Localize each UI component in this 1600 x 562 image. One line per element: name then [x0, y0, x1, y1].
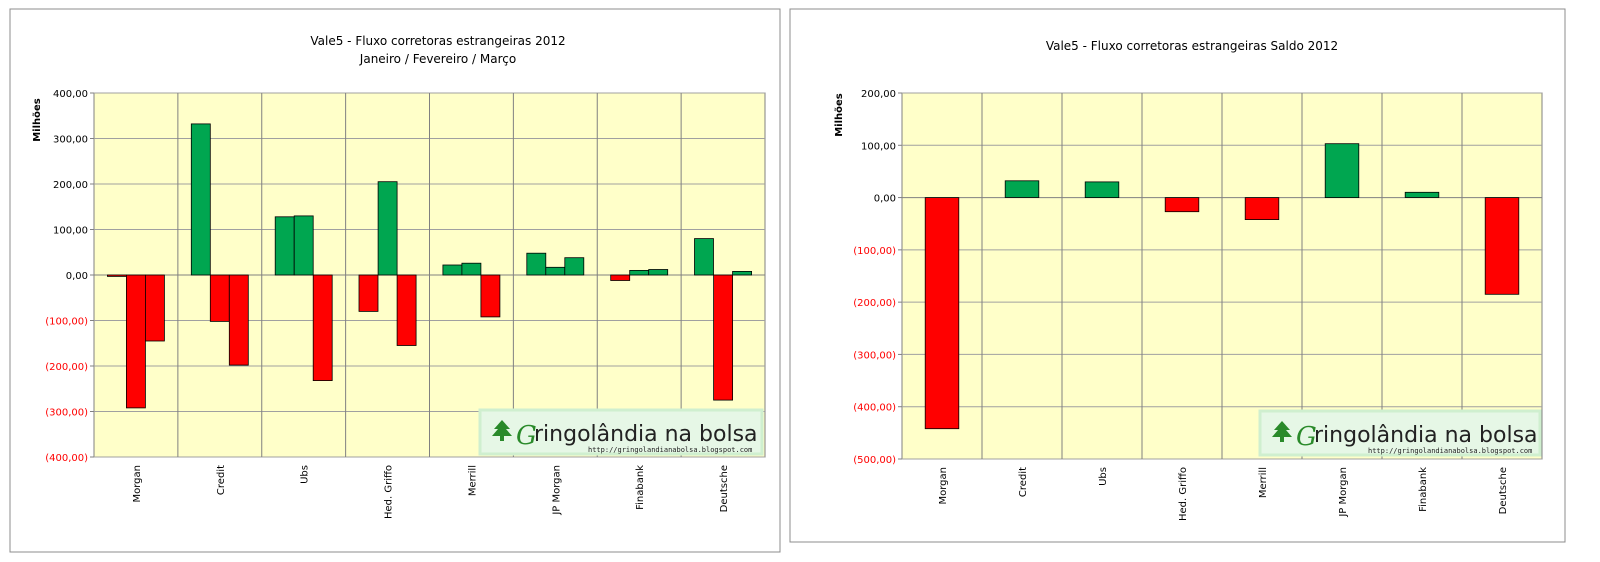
chart-2: Vale5 - Fluxo corretoras estrangeiras Sa… — [789, 8, 1566, 543]
chart-2-ylabel: Milhões — [834, 93, 845, 137]
chart-1-ytick-label: 300,00 — [53, 135, 88, 146]
watermark-1-url: http://gringolandianabolsa.blogspot.com — [588, 446, 752, 454]
chart-1-bar-jp-morgan-1 — [526, 252, 547, 276]
chart-1-ytick-label: (300,00) — [45, 408, 88, 419]
tree-icon — [492, 420, 512, 441]
chart-1-bar-merrill-3 — [480, 274, 501, 318]
chart-1-bar-merrill-2 — [461, 262, 482, 276]
chart-1-bar-hed-griffo-3 — [396, 274, 417, 346]
watermark-2-url: http://gringolandianabolsa.blogspot.com — [1368, 447, 1532, 455]
chart-1-bar-hed-griffo-2 — [377, 181, 398, 276]
chart-1-xtick-label: JP Morgan — [551, 465, 562, 516]
chart-1-bar-ubs-2 — [293, 215, 314, 276]
chart-1-xtick-label: Ubs — [300, 465, 311, 484]
watermark-1-initial: G — [516, 421, 537, 451]
chart-2-gridlines — [898, 92, 1542, 460]
chart-2-bar-deutsche-1 — [1484, 197, 1520, 295]
watermark-1: G ringolândia na bolsa http://gringoland… — [478, 408, 764, 456]
chart-1-ytick-label: (200,00) — [45, 362, 88, 373]
chart-1-ytick-label: 0,00 — [66, 271, 88, 282]
chart-1-bar-deutsche-1 — [694, 238, 714, 276]
chart-1-bar-jp-morgan-2 — [545, 266, 566, 276]
watermark-1-box — [478, 408, 764, 456]
chart-2-bar-ubs-1 — [1084, 181, 1120, 198]
chart-1-x-ticks: Morgan Credit Ubs Hed. Griffo Merrill JP Morg… — [132, 465, 730, 519]
chart-2-bar-morgan-1 — [924, 197, 960, 430]
chart-2-ytick-label: (200,00) — [853, 298, 896, 309]
chart-2-bar-finabank-1 — [1404, 191, 1440, 198]
chart-2-bar-credit-1 — [1004, 180, 1040, 198]
chart-2-xtick-label: JP Morgan — [1338, 467, 1349, 518]
chart-2-xtick-label: Ubs — [1098, 467, 1109, 486]
chart-1-bar-morgan-1 — [107, 274, 127, 277]
chart-1-ytick-label: 400,00 — [53, 89, 88, 100]
watermark-2-box — [1258, 409, 1542, 457]
chart-2-xtick-label: Deutsche — [1498, 467, 1509, 514]
chart-2-xtick-label: Credit — [1018, 467, 1029, 497]
chart-1-ytick-label: 100,00 — [53, 226, 88, 237]
chart-2-xtick-label: Merrill — [1258, 467, 1269, 498]
chart-1-title: Vale5 - Fluxo corretoras estrangeiras 20… — [310, 34, 565, 48]
chart-2-x-ticks: Morgan Credit Ubs Hed. Griffo Merrill JP Morg… — [938, 467, 1509, 521]
chart-2-ytick-label: 200,00 — [861, 89, 896, 100]
chart-1-xtick-label: Morgan — [132, 465, 143, 503]
watermark-2-brand: ringolândia na bolsa — [1314, 423, 1538, 448]
chart-1-bar-finabank-3 — [648, 269, 669, 276]
chart-1-bar-hed-griffo-1 — [358, 274, 379, 312]
chart-2-xtick-label: Hed. Griffo — [1178, 467, 1189, 521]
chart-1: Vale5 - Fluxo corretoras estrangeiras 20… — [9, 8, 781, 553]
chart-1-bar-ubs-1 — [274, 216, 295, 276]
chart-2-bars — [924, 143, 1520, 430]
chart-1-bars — [107, 123, 752, 409]
chart-2-ytick-label: (500,00) — [853, 455, 896, 466]
chart-1-subtitle: Janeiro / Fevereiro / Março — [359, 52, 516, 66]
chart-2-title: Vale5 - Fluxo corretoras estrangeiras Sa… — [1046, 39, 1338, 53]
chart-2-ytick-label: (300,00) — [853, 350, 896, 361]
watermark-2: G ringolândia na bolsa http://gringoland… — [1258, 409, 1542, 457]
chart-1-bar-credit-2 — [209, 274, 230, 322]
chart-1-xtick-label: Merrill — [467, 465, 478, 496]
chart-1-bar-deutsche-3 — [732, 270, 752, 276]
chart-2-ytick-label: (100,00) — [853, 246, 896, 257]
chart-1-ylabel: Milhões — [32, 98, 43, 142]
chart-2-xtick-label: Finabank — [1418, 467, 1429, 512]
chart-2-ytick-label: 0,00 — [874, 194, 896, 205]
chart-1-bar-credit-3 — [228, 274, 249, 366]
chart-1-bar-credit-1 — [190, 123, 211, 276]
chart-2-bar-jp-morgan-1 — [1324, 143, 1360, 198]
chart-2-bar-hed-griffo-1 — [1164, 197, 1200, 213]
chart-2-bar-merrill-1 — [1244, 197, 1280, 221]
chart-2-xtick-label: Morgan — [938, 467, 949, 505]
chart-1-xtick-label: Finabank — [635, 465, 646, 510]
watermark-2-initial: G — [1296, 422, 1317, 452]
chart-1-ytick-label: 200,00 — [53, 180, 88, 191]
chart-1-bar-deutsche-2 — [713, 274, 733, 401]
chart-1-ytick-label: (100,00) — [45, 317, 88, 328]
chart-1-bar-merrill-1 — [442, 264, 463, 276]
chart-1-bar-ubs-3 — [312, 274, 333, 381]
chart-2-ytick-label: (400,00) — [853, 403, 896, 414]
chart-1-bar-jp-morgan-3 — [564, 257, 585, 276]
chart-1-bar-morgan-3 — [144, 274, 165, 342]
chart-1-ytick-label: (400,00) — [45, 453, 88, 464]
chart-2-ytick-label: 100,00 — [861, 141, 896, 152]
chart-1-xtick-label: Hed. Griffo — [384, 465, 395, 519]
chart-1-bar-finabank-1 — [610, 274, 631, 281]
chart-1-xtick-label: Deutsche — [719, 465, 730, 512]
chart-1-y-ticks: 400,00 300,00 200,00 100,00 0,00 (100,00) (200… — [45, 89, 88, 464]
tree-icon — [1272, 421, 1292, 442]
watermark-1-brand: ringolândia na bolsa — [534, 422, 758, 447]
chart-1-bar-finabank-2 — [629, 269, 650, 276]
chart-1-bar-morgan-2 — [126, 274, 146, 409]
chart-2-y-ticks: 200,00 100,00 0,00 (100,00) (200,00) (300,00)… — [853, 89, 896, 466]
chart-1-xtick-label: Credit — [216, 465, 227, 495]
